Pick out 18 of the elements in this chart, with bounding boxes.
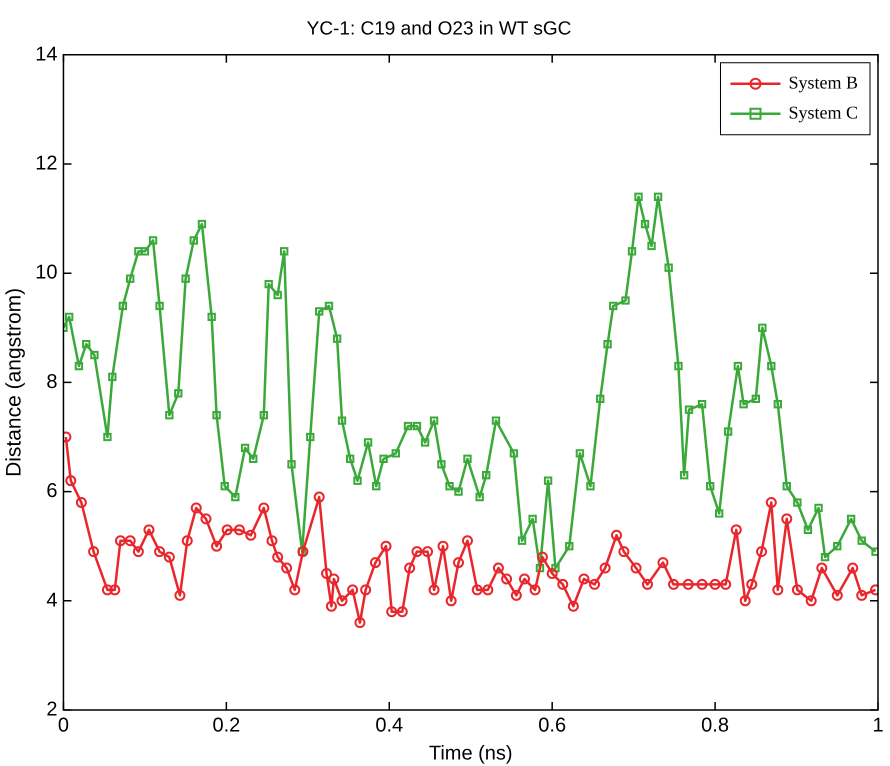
y-tick-label: 14 bbox=[35, 43, 58, 66]
x-tick-label: 0.4 bbox=[375, 714, 404, 737]
y-tick-label: 12 bbox=[35, 152, 58, 175]
x-axis-title: Time (ns) bbox=[428, 742, 513, 765]
y-tick-label: 6 bbox=[46, 480, 58, 502]
x-tick-label: 0.8 bbox=[701, 714, 729, 737]
x-tick-label: 0.2 bbox=[212, 714, 240, 737]
y-tick-label: 10 bbox=[35, 262, 58, 284]
legend-label: System C bbox=[788, 102, 858, 123]
legend-label: System B bbox=[788, 72, 858, 93]
x-tick-label: 1 bbox=[872, 714, 884, 737]
y-tick-label: 8 bbox=[46, 370, 58, 393]
chart-title: YC-1: C19 and O23 in WT sGC bbox=[306, 18, 572, 40]
y-tick-label: 4 bbox=[46, 589, 58, 612]
y-tick-label: 2 bbox=[46, 698, 58, 721]
x-tick-label: 0 bbox=[58, 714, 70, 737]
x-tick-label: 0.6 bbox=[538, 714, 566, 737]
y-axis-title: Distance (angstrom) bbox=[2, 288, 26, 477]
